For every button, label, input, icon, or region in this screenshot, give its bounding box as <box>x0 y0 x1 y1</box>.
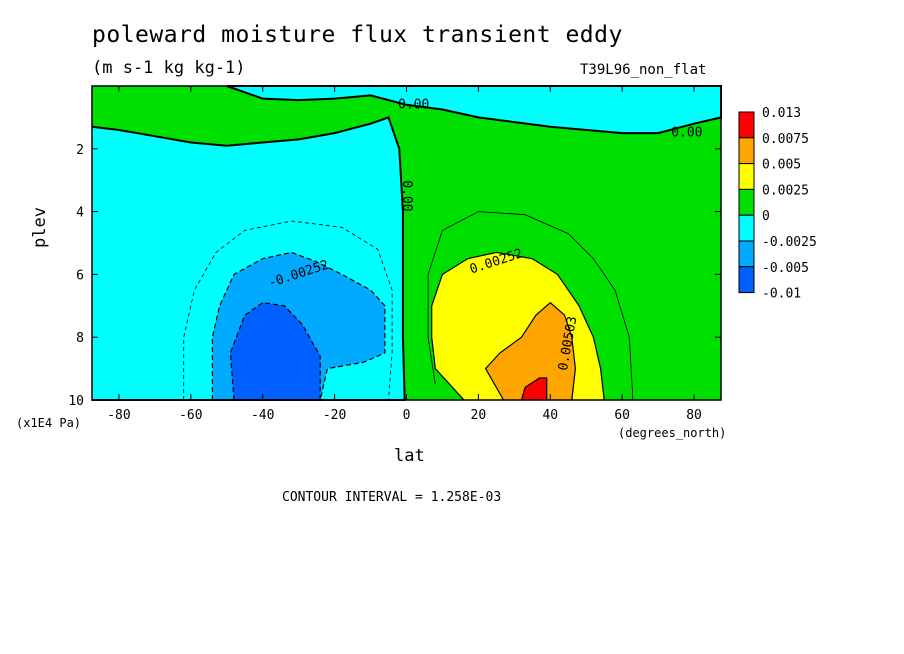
region-7 <box>521 378 547 400</box>
contour-line-4 <box>431 251 605 401</box>
contour-line-3 <box>229 302 321 401</box>
x-tick-label: -40 <box>251 408 274 423</box>
colorbar-swatch <box>738 240 755 268</box>
colorbar-swatch <box>738 163 755 190</box>
region-4 <box>230 302 321 400</box>
y-tick-label: 8 <box>76 331 84 346</box>
y-tick-label: 10 <box>68 394 84 409</box>
y-tick-label: 4 <box>76 206 84 221</box>
colorbar-label: 0.0075 <box>762 132 809 147</box>
x-axis-ticks: -80 -60 -40 -20 0 20 40 60 80 <box>107 86 702 423</box>
colorbar-swatch <box>738 266 755 294</box>
run-label: T39L96_non_flat <box>580 62 707 78</box>
contour-line-2 <box>211 251 386 401</box>
contour-line-6 <box>520 377 548 401</box>
y-tick-label: 6 <box>76 268 84 283</box>
filled-regions <box>92 86 722 401</box>
colorbar-label: 0 <box>762 209 770 224</box>
contour-line-5 <box>484 301 577 401</box>
colorbar-label: -0.01 <box>762 287 801 302</box>
x-tick-label: -20 <box>323 408 346 423</box>
region-2 <box>226 86 722 134</box>
region-6 <box>485 302 576 400</box>
contour-lines <box>91 85 722 401</box>
x-tick-label: 40 <box>542 408 558 423</box>
x-tick-label: 60 <box>614 408 630 423</box>
contour-label: 0.00 <box>399 180 414 211</box>
colorbar-label: 0.013 <box>762 106 801 121</box>
contour-line-0 <box>91 116 406 401</box>
y-unit-label: (x1E4 Pa) <box>16 416 82 430</box>
x-tick-label: -80 <box>107 408 130 423</box>
colorbar-swatch <box>738 111 755 139</box>
contour-line-pos-outer <box>427 211 634 401</box>
x-tick-label: 0 <box>403 408 411 423</box>
contour-label: 0.00 <box>398 97 429 112</box>
colorbar-swatch <box>738 137 755 165</box>
colorbar-swatch <box>738 214 755 242</box>
contour-label: 0.00 <box>671 126 702 141</box>
y-tick-label: 2 <box>76 143 84 158</box>
y-axis-ticks: 2 4 6 8 10 <box>68 143 721 409</box>
x-unit-label: (degrees_north) <box>618 426 727 440</box>
contour-line-1 <box>226 85 722 135</box>
colorbar-label: 0.0025 <box>762 183 809 198</box>
chart-title: poleward moisture flux transient eddy <box>92 22 623 48</box>
colorbar-swatch <box>738 188 755 216</box>
contour-interval-label: CONTOUR INTERVAL = 1.258E-03 <box>282 490 502 505</box>
x-axis-label: lat <box>394 446 425 466</box>
colorbar: 0.013 0.0075 0.005 0.0025 0 -0.0025 -0.005 -0.0… <box>738 106 817 302</box>
chart-subtitle: (m s-1 kg kg-1) <box>92 58 246 78</box>
contour-line-neg-outer <box>183 220 393 401</box>
x-tick-label: 80 <box>686 408 702 423</box>
x-tick-label: -60 <box>179 408 202 423</box>
x-tick-label: 20 <box>471 408 487 423</box>
colorbar-label: 0.005 <box>762 158 801 173</box>
colorbar-label: -0.005 <box>762 261 809 276</box>
colorbar-label: -0.0025 <box>762 235 817 250</box>
